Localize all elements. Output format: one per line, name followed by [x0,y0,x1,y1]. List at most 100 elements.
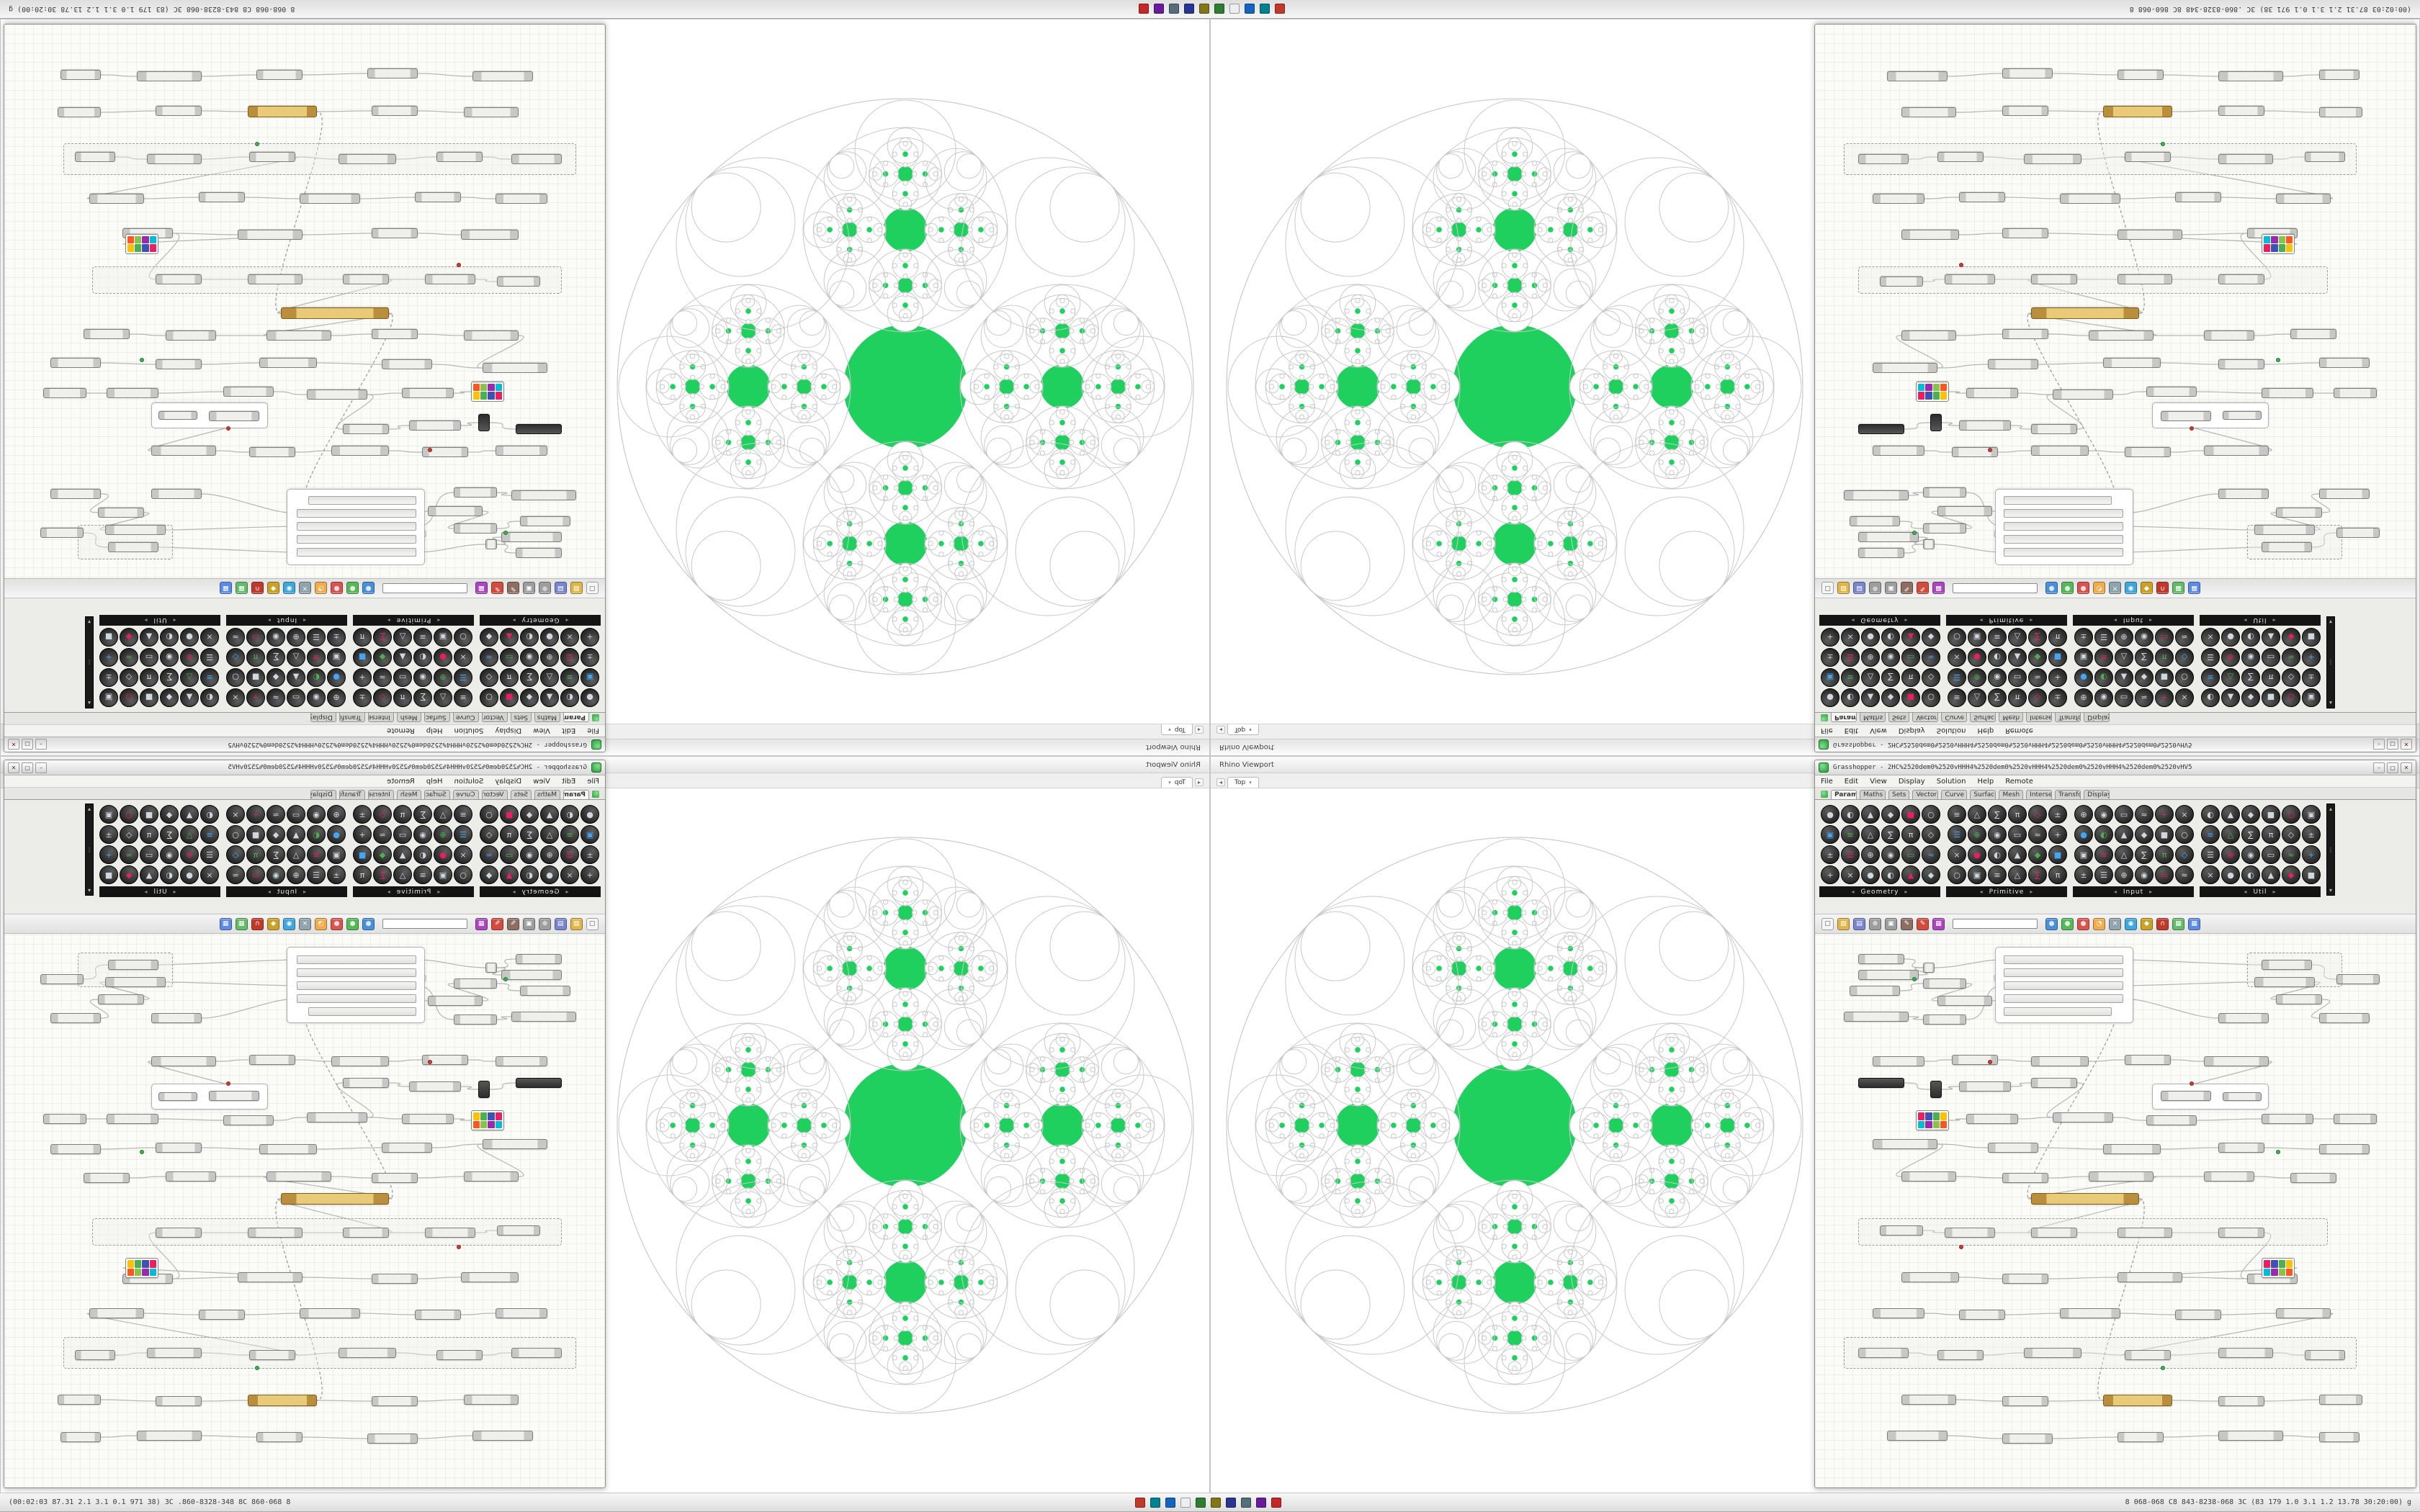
gh-node[interactable] [503,977,508,981]
gh-node[interactable] [2319,1013,2370,1023]
gh-node[interactable] [2336,528,2380,538]
component-icon[interactable]: ◐ [560,805,579,824]
preview-sphere-blue-icon[interactable]: ● [2045,582,2058,595]
taskbar-app-blue[interactable] [1245,4,1255,14]
gh-node[interactable] [464,330,519,341]
gh-node[interactable] [2002,1396,2048,1406]
grid-blue-icon[interactable]: ▦ [2188,582,2200,595]
component-icon[interactable]: + [581,865,599,884]
tab-transform[interactable]: Transform [2055,790,2081,799]
pie-icon[interactable]: ◔ [315,917,327,930]
component-icon[interactable]: ▣ [1968,628,1986,647]
gh-node[interactable] [50,489,101,499]
gh-node[interactable] [1844,490,1909,500]
node-canvas[interactable] [4,24,605,578]
gh-node[interactable] [2146,1115,2197,1125]
menu-item-help[interactable]: Help [426,726,443,735]
gh-node[interactable] [297,955,416,964]
component-icon[interactable]: △ [540,825,559,844]
gh-node[interactable] [307,1112,367,1122]
component-icon[interactable]: ◉ [1988,825,2007,844]
component-icon[interactable]: ☰ [560,648,579,667]
gh-node[interactable] [1858,1078,1904,1088]
taskbar-app-olive[interactable] [1210,1497,1221,1508]
component-icon[interactable]: ○ [1922,805,1940,824]
component-icon[interactable]: × [1948,845,1966,864]
component-icon[interactable]: ○ [120,805,138,824]
component-icon[interactable]: ■ [500,688,519,707]
component-icon[interactable]: ≡ [1948,805,1966,824]
component-icon[interactable]: π [2048,865,2067,884]
gh-node[interactable] [2125,1055,2171,1065]
component-icon[interactable]: ⊕ [2221,845,2240,864]
gh-node[interactable] [1937,996,1992,1006]
component-icon[interactable]: ◇ [120,825,138,844]
component-icon[interactable]: ≡ [454,688,472,707]
node-canvas[interactable] [1815,24,2416,578]
component-icon[interactable]: π [2262,825,2280,844]
tab-maths[interactable]: Maths [1860,790,1886,799]
gh-node[interactable] [2004,1007,2112,1016]
component-icon[interactable]: × [560,865,579,884]
component-icon[interactable]: ∑ [2135,648,2154,667]
gh-node[interactable] [520,516,570,526]
lock-icon[interactable]: ◆ [2141,582,2153,595]
panel-prev-icon[interactable]: ◂ [2113,888,2118,895]
gh-node[interactable] [415,192,461,202]
component-icon[interactable]: ■ [2048,648,2067,667]
component-icon[interactable]: + [2048,668,2067,687]
component-icon[interactable]: ◆ [1881,688,1900,707]
component-icon[interactable]: ○ [226,668,245,687]
component-icon[interactable]: ■ [246,825,265,844]
component-icon[interactable]: ◇ [226,648,245,667]
zoom-extents-icon[interactable]: ▣ [1885,582,1897,595]
grid-green-icon[interactable]: ▦ [2172,582,2184,595]
component-icon[interactable]: ≡ [1841,825,1860,844]
component-icon[interactable]: ≡ [560,668,579,687]
gh-node[interactable] [1988,1060,1992,1064]
pie-icon[interactable]: ◔ [2093,582,2105,595]
tab-transform[interactable]: Transform [2055,713,2081,722]
gh-node[interactable] [2031,1193,2139,1205]
component-icon[interactable]: ▭ [2115,805,2133,824]
component-icon[interactable]: ▭ [246,628,265,647]
minimize-button[interactable]: – [2373,762,2385,773]
component-icon[interactable]: ○ [2282,805,2300,824]
gh-node[interactable] [98,994,144,1004]
component-icon[interactable]: ≡ [2094,845,2113,864]
component-icon[interactable]: ● [1861,865,1880,884]
component-icon[interactable]: ◇ [2282,825,2300,844]
gh-node[interactable] [2175,192,2221,202]
palette-icon[interactable]: ▦ [1932,917,1945,930]
palette-icon[interactable]: ▦ [475,917,488,930]
gh-node[interactable] [60,1432,101,1442]
component-icon[interactable]: ▲ [180,805,199,824]
component-icon[interactable]: △ [1968,805,1986,824]
component-icon[interactable]: ≈ [480,648,498,667]
component-icon[interactable]: ≈ [2028,668,2047,687]
component-icon[interactable]: ≡ [200,668,219,687]
panel-prev-icon[interactable]: ◂ [1851,888,1855,895]
component-icon[interactable]: ◐ [413,845,432,864]
component-icon[interactable]: ☰ [2094,628,2113,647]
pie-icon[interactable]: ◔ [2093,917,2105,930]
component-icon[interactable]: ○ [454,865,472,884]
gh-node[interactable] [457,1245,461,1249]
gh-node[interactable] [248,1228,302,1238]
menu-item-edit[interactable]: Edit [561,777,576,786]
gh-node[interactable] [2103,358,2161,368]
component-icon[interactable]: ● [1861,628,1880,647]
panel-prev-icon[interactable]: ◂ [436,617,441,624]
component-icon[interactable]: × [1841,628,1860,647]
gh-node[interactable] [436,1350,483,1360]
component-icon[interactable]: × [2175,688,2194,707]
tab-vector[interactable]: Vector [481,790,508,799]
gh-node[interactable] [105,977,166,987]
gh-node[interactable] [75,1350,115,1360]
gh-node[interactable] [1844,1012,1909,1022]
menu-item-file[interactable]: File [587,726,599,735]
tab-display[interactable]: Display [310,790,336,799]
tab-params[interactable]: Params [1831,790,1857,799]
gh-node[interactable] [249,1350,295,1360]
gh-node[interactable] [2031,274,2077,284]
